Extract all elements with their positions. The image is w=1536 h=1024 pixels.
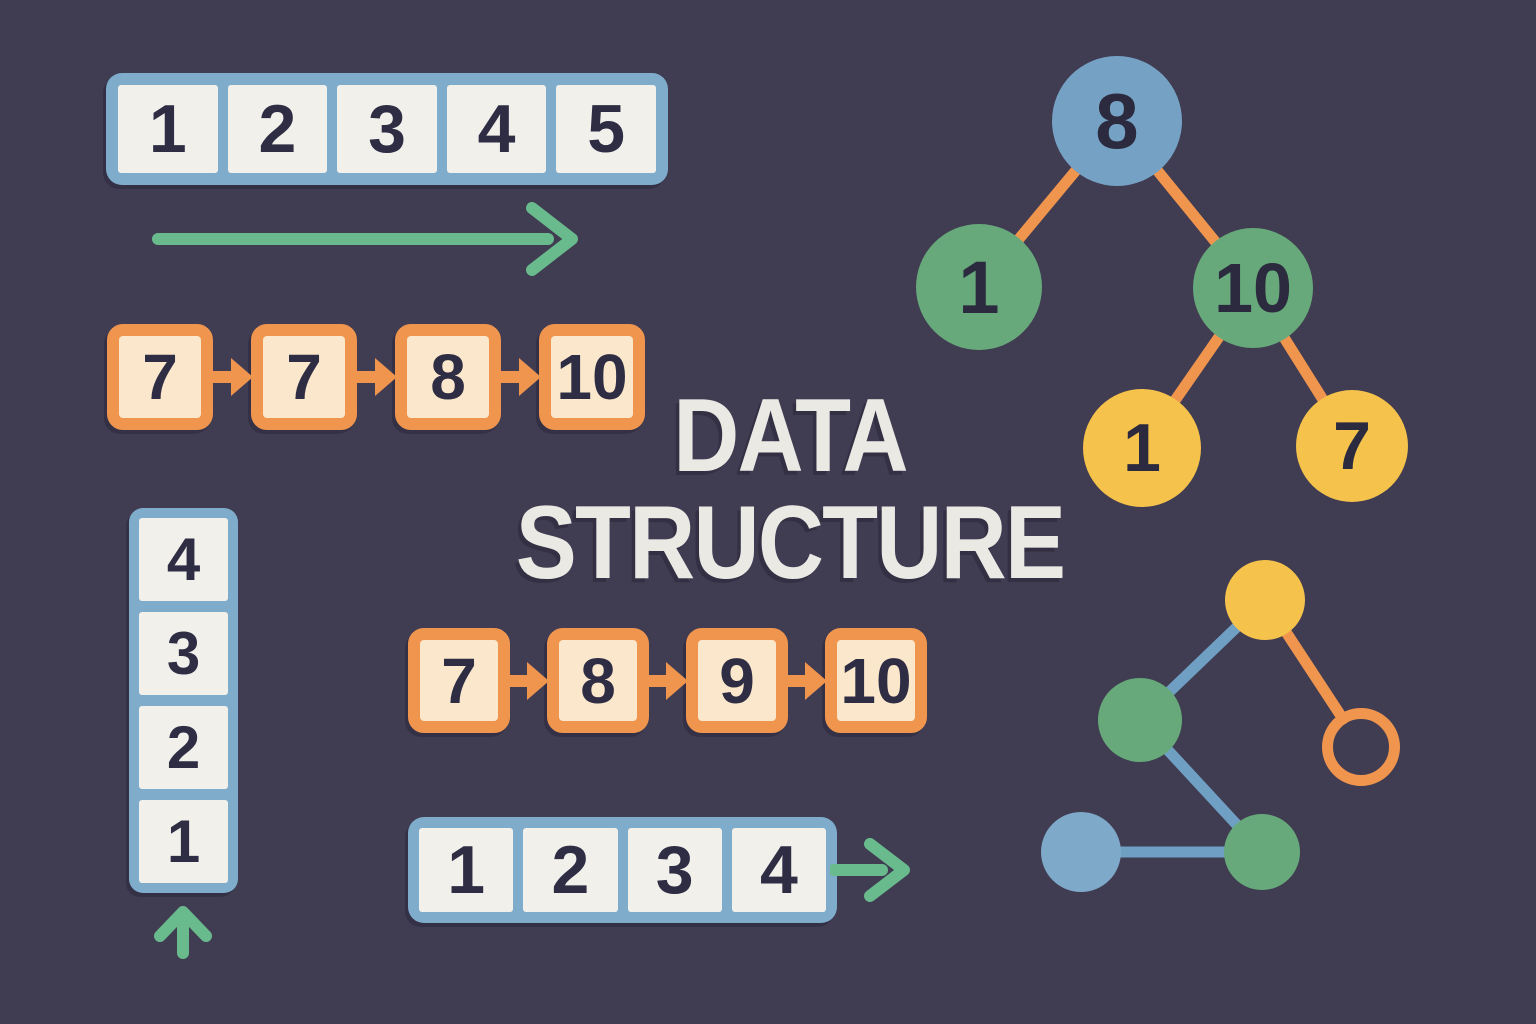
- tree-node-root: 8: [1052, 56, 1182, 186]
- array-cell: 5: [556, 85, 656, 173]
- list-node: 7: [107, 324, 213, 430]
- stack-cell: 1: [139, 800, 228, 883]
- graph-node-green-mid: [1098, 678, 1182, 762]
- list-node: 8: [547, 628, 649, 733]
- link-arrow-icon: [353, 355, 397, 399]
- array-cell: 1: [419, 828, 514, 912]
- stack-cell: 3: [139, 612, 228, 695]
- binary-tree: 8 1 10 1 7: [880, 30, 1440, 530]
- graph-node-green-bottom: [1224, 814, 1300, 890]
- array-cell: 1: [118, 85, 218, 173]
- list-node: 10: [825, 628, 927, 733]
- right-arrow-icon: [830, 838, 910, 902]
- array-cell: 3: [627, 828, 722, 912]
- list-node: 7: [251, 324, 357, 430]
- up-arrow-icon: [154, 906, 212, 959]
- array-cell: 2: [523, 828, 618, 912]
- array-top: 1 2 3 4 5: [106, 73, 668, 185]
- list-node: 10: [539, 324, 645, 430]
- title-line-2: STRUCTURE: [515, 485, 1066, 601]
- right-arrow-icon: [152, 202, 578, 276]
- link-arrow-icon: [209, 355, 253, 399]
- tree-node-leaf-right: 7: [1296, 390, 1408, 502]
- array-cell: 3: [337, 85, 437, 173]
- link-arrow-icon: [497, 355, 541, 399]
- graph: [1030, 560, 1450, 905]
- array-bottom: 1 2 3 4: [408, 817, 837, 923]
- title-line-1: DATA: [673, 378, 908, 494]
- list-node: 9: [686, 628, 788, 733]
- tree-node-left: 1: [916, 224, 1042, 350]
- tree-node-leaf-left: 1: [1083, 389, 1201, 507]
- list-node: 8: [395, 324, 501, 430]
- array-cell: 4: [446, 85, 547, 173]
- graph-node-blue: [1041, 812, 1121, 892]
- list-node: 7: [408, 628, 510, 733]
- array-cell: 2: [227, 85, 328, 173]
- link-arrow-icon: [645, 659, 688, 703]
- link-arrow-icon: [784, 659, 827, 703]
- stack: 4 3 2 1: [129, 508, 238, 893]
- graph-node-yellow: [1225, 560, 1305, 640]
- linked-list-top: 7 7 8 10: [107, 324, 645, 430]
- link-arrow-icon: [506, 659, 549, 703]
- page-title: DATA STRUCTURE: [447, 384, 1133, 595]
- stack-cell: 2: [139, 706, 228, 789]
- tree-node-right: 10: [1193, 228, 1313, 348]
- array-cell: 4: [731, 828, 826, 912]
- stack-cell: 4: [139, 518, 228, 601]
- graph-node-orange-ring: [1322, 708, 1400, 786]
- linked-list-bottom: 7 8 9 10: [408, 628, 927, 733]
